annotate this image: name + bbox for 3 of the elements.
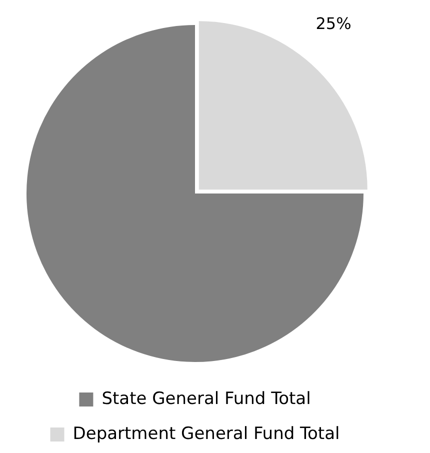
legend-label: State General Fund Total — [102, 388, 311, 409]
legend-label: Department General Fund Total — [72, 424, 340, 444]
data-label: 25% — [316, 14, 352, 34]
